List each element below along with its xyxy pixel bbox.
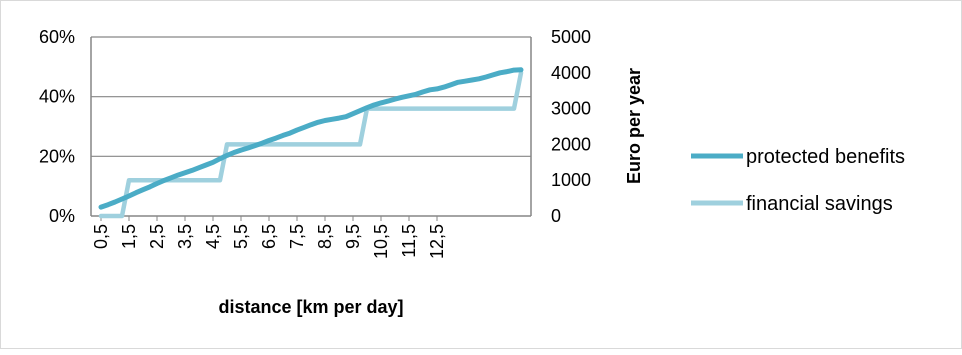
x-tick-label: 7,5 bbox=[287, 224, 307, 249]
y2-tick-label: 5000 bbox=[551, 27, 591, 47]
x-tick-label: 3,5 bbox=[175, 224, 195, 249]
x-tick-label: 1,5 bbox=[119, 224, 139, 249]
x-axis-title: distance [km per day] bbox=[218, 297, 403, 317]
series-layer bbox=[98, 67, 524, 219]
x-tick-label: 8,5 bbox=[315, 224, 335, 249]
y-axis-right-title: Euro per year bbox=[624, 68, 644, 184]
series-line-protected-benefits bbox=[98, 67, 524, 210]
x-tick-label: 11,5 bbox=[399, 224, 419, 258]
x-tick-label: 10,5 bbox=[371, 224, 391, 259]
series-line-financial-savings bbox=[98, 70, 524, 219]
y-axis-left-ticks: 0% 20% 40% 60% bbox=[39, 27, 75, 226]
x-tick-label: 5,5 bbox=[231, 224, 251, 249]
legend-item-financial-savings: financial savings bbox=[691, 193, 893, 215]
gridlines bbox=[91, 36, 531, 157]
y-tick-label: 20% bbox=[39, 146, 75, 166]
y-axis-right-ticks: 0 1000 2000 3000 4000 5000 bbox=[551, 27, 591, 226]
legend: protected benefits financial savings bbox=[691, 146, 905, 215]
legend-label-protected-benefits: protected benefits bbox=[746, 146, 905, 168]
y-tick-label: 0% bbox=[49, 206, 75, 226]
x-tick-label: 12,5 bbox=[427, 224, 447, 259]
y2-tick-label: 4000 bbox=[551, 63, 591, 83]
y2-tick-label: 0 bbox=[551, 206, 561, 226]
y2-tick-label: 2000 bbox=[551, 134, 591, 154]
legend-label-financial-savings: financial savings bbox=[746, 193, 893, 215]
x-tick-label: 4,5 bbox=[203, 224, 223, 249]
y-tick-label: 40% bbox=[39, 87, 75, 107]
x-tick-label: 6,5 bbox=[259, 224, 279, 249]
legend-item-protected-benefits: protected benefits bbox=[691, 146, 905, 168]
x-tick-label: 9,5 bbox=[343, 224, 363, 249]
y2-tick-label: 1000 bbox=[551, 170, 591, 190]
y2-tick-label: 3000 bbox=[551, 99, 591, 119]
x-axis-ticks: 0,5 1,5 2,5 3,5 4,5 5,5 6,5 7,5 8,5 9,5 10,5 11,5 12… bbox=[91, 216, 447, 259]
x-tick-label: 0,5 bbox=[91, 224, 111, 249]
x-tick-label: 2,5 bbox=[147, 224, 167, 249]
y-tick-label: 60% bbox=[39, 27, 75, 47]
